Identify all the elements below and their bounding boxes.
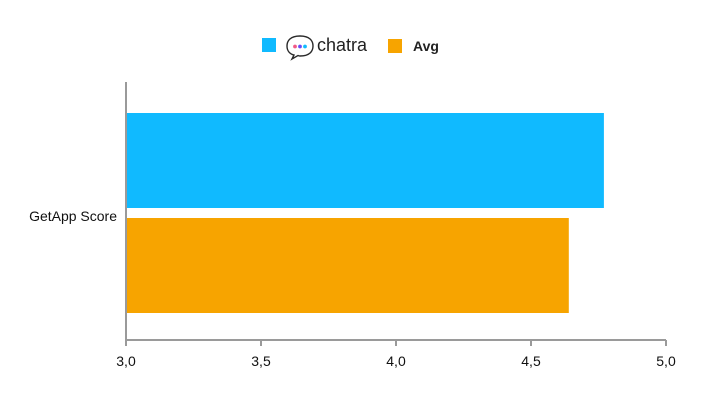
bars [126,113,604,313]
legend-swatch-chatra [262,38,276,52]
x-tick-label: 3,0 [116,353,136,369]
bar-chatra [126,113,604,208]
legend-swatch-avg [388,39,402,53]
legend-label-chatra: chatra [317,35,368,55]
category-label: GetApp Score [29,208,117,224]
x-tick-label: 3,5 [251,353,271,369]
x-tick-label: 4,5 [521,353,541,369]
legend: chatra Avg [262,35,439,61]
bar-avg [126,218,569,313]
chatra-logo-icon [286,35,314,61]
x-tick-label: 4,0 [386,353,406,369]
x-axis-ticks: 3,0 3,5 4,0 4,5 5,0 [116,340,676,369]
x-tick-label: 5,0 [656,353,676,369]
legend-label-avg: Avg [413,38,439,54]
